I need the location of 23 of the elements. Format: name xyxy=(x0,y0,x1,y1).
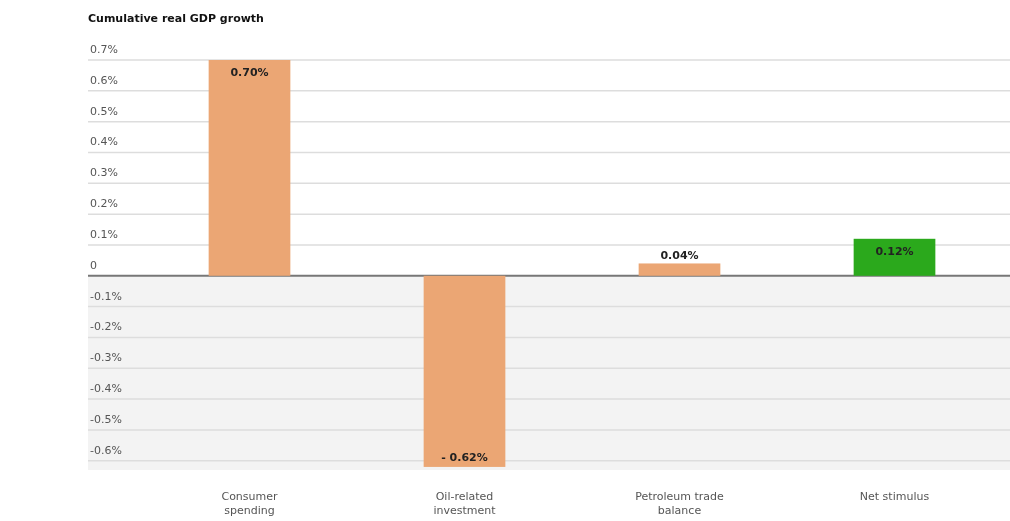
y-tick-label: -0.4% xyxy=(90,382,122,396)
y-tick-label: 0.2% xyxy=(90,197,118,211)
y-tick-label: 0 xyxy=(90,258,97,272)
y-tick-label: -0.6% xyxy=(90,443,122,457)
y-tick-label: -0.3% xyxy=(90,351,122,365)
data-label: 0.12% xyxy=(875,244,914,258)
y-tick-label: 0.7% xyxy=(90,43,118,56)
y-tick-label: -0.1% xyxy=(90,289,122,303)
y-tick-label: 0.4% xyxy=(90,135,118,149)
y-tick-label: 0.6% xyxy=(90,73,118,87)
data-label: 0.70% xyxy=(230,66,269,79)
data-label: 0.04% xyxy=(660,249,699,263)
data-label: - 0.62% xyxy=(441,450,488,464)
y-tick-label: -0.2% xyxy=(90,320,122,334)
x-tick-label: Net stimulus xyxy=(859,490,930,503)
y-tick-label: 0.1% xyxy=(90,227,118,241)
x-tick-label: Oil-related investment xyxy=(433,490,497,517)
chart-title: Cumulative real GDP growth xyxy=(88,12,264,25)
x-tick-label: Petroleum trade balance xyxy=(635,490,725,517)
y-tick-label: 0.5% xyxy=(90,104,118,118)
y-tick-label: 0.3% xyxy=(90,166,118,180)
y-tick-label: -0.5% xyxy=(90,412,122,426)
x-tick-label: Consumer spending xyxy=(221,490,279,517)
